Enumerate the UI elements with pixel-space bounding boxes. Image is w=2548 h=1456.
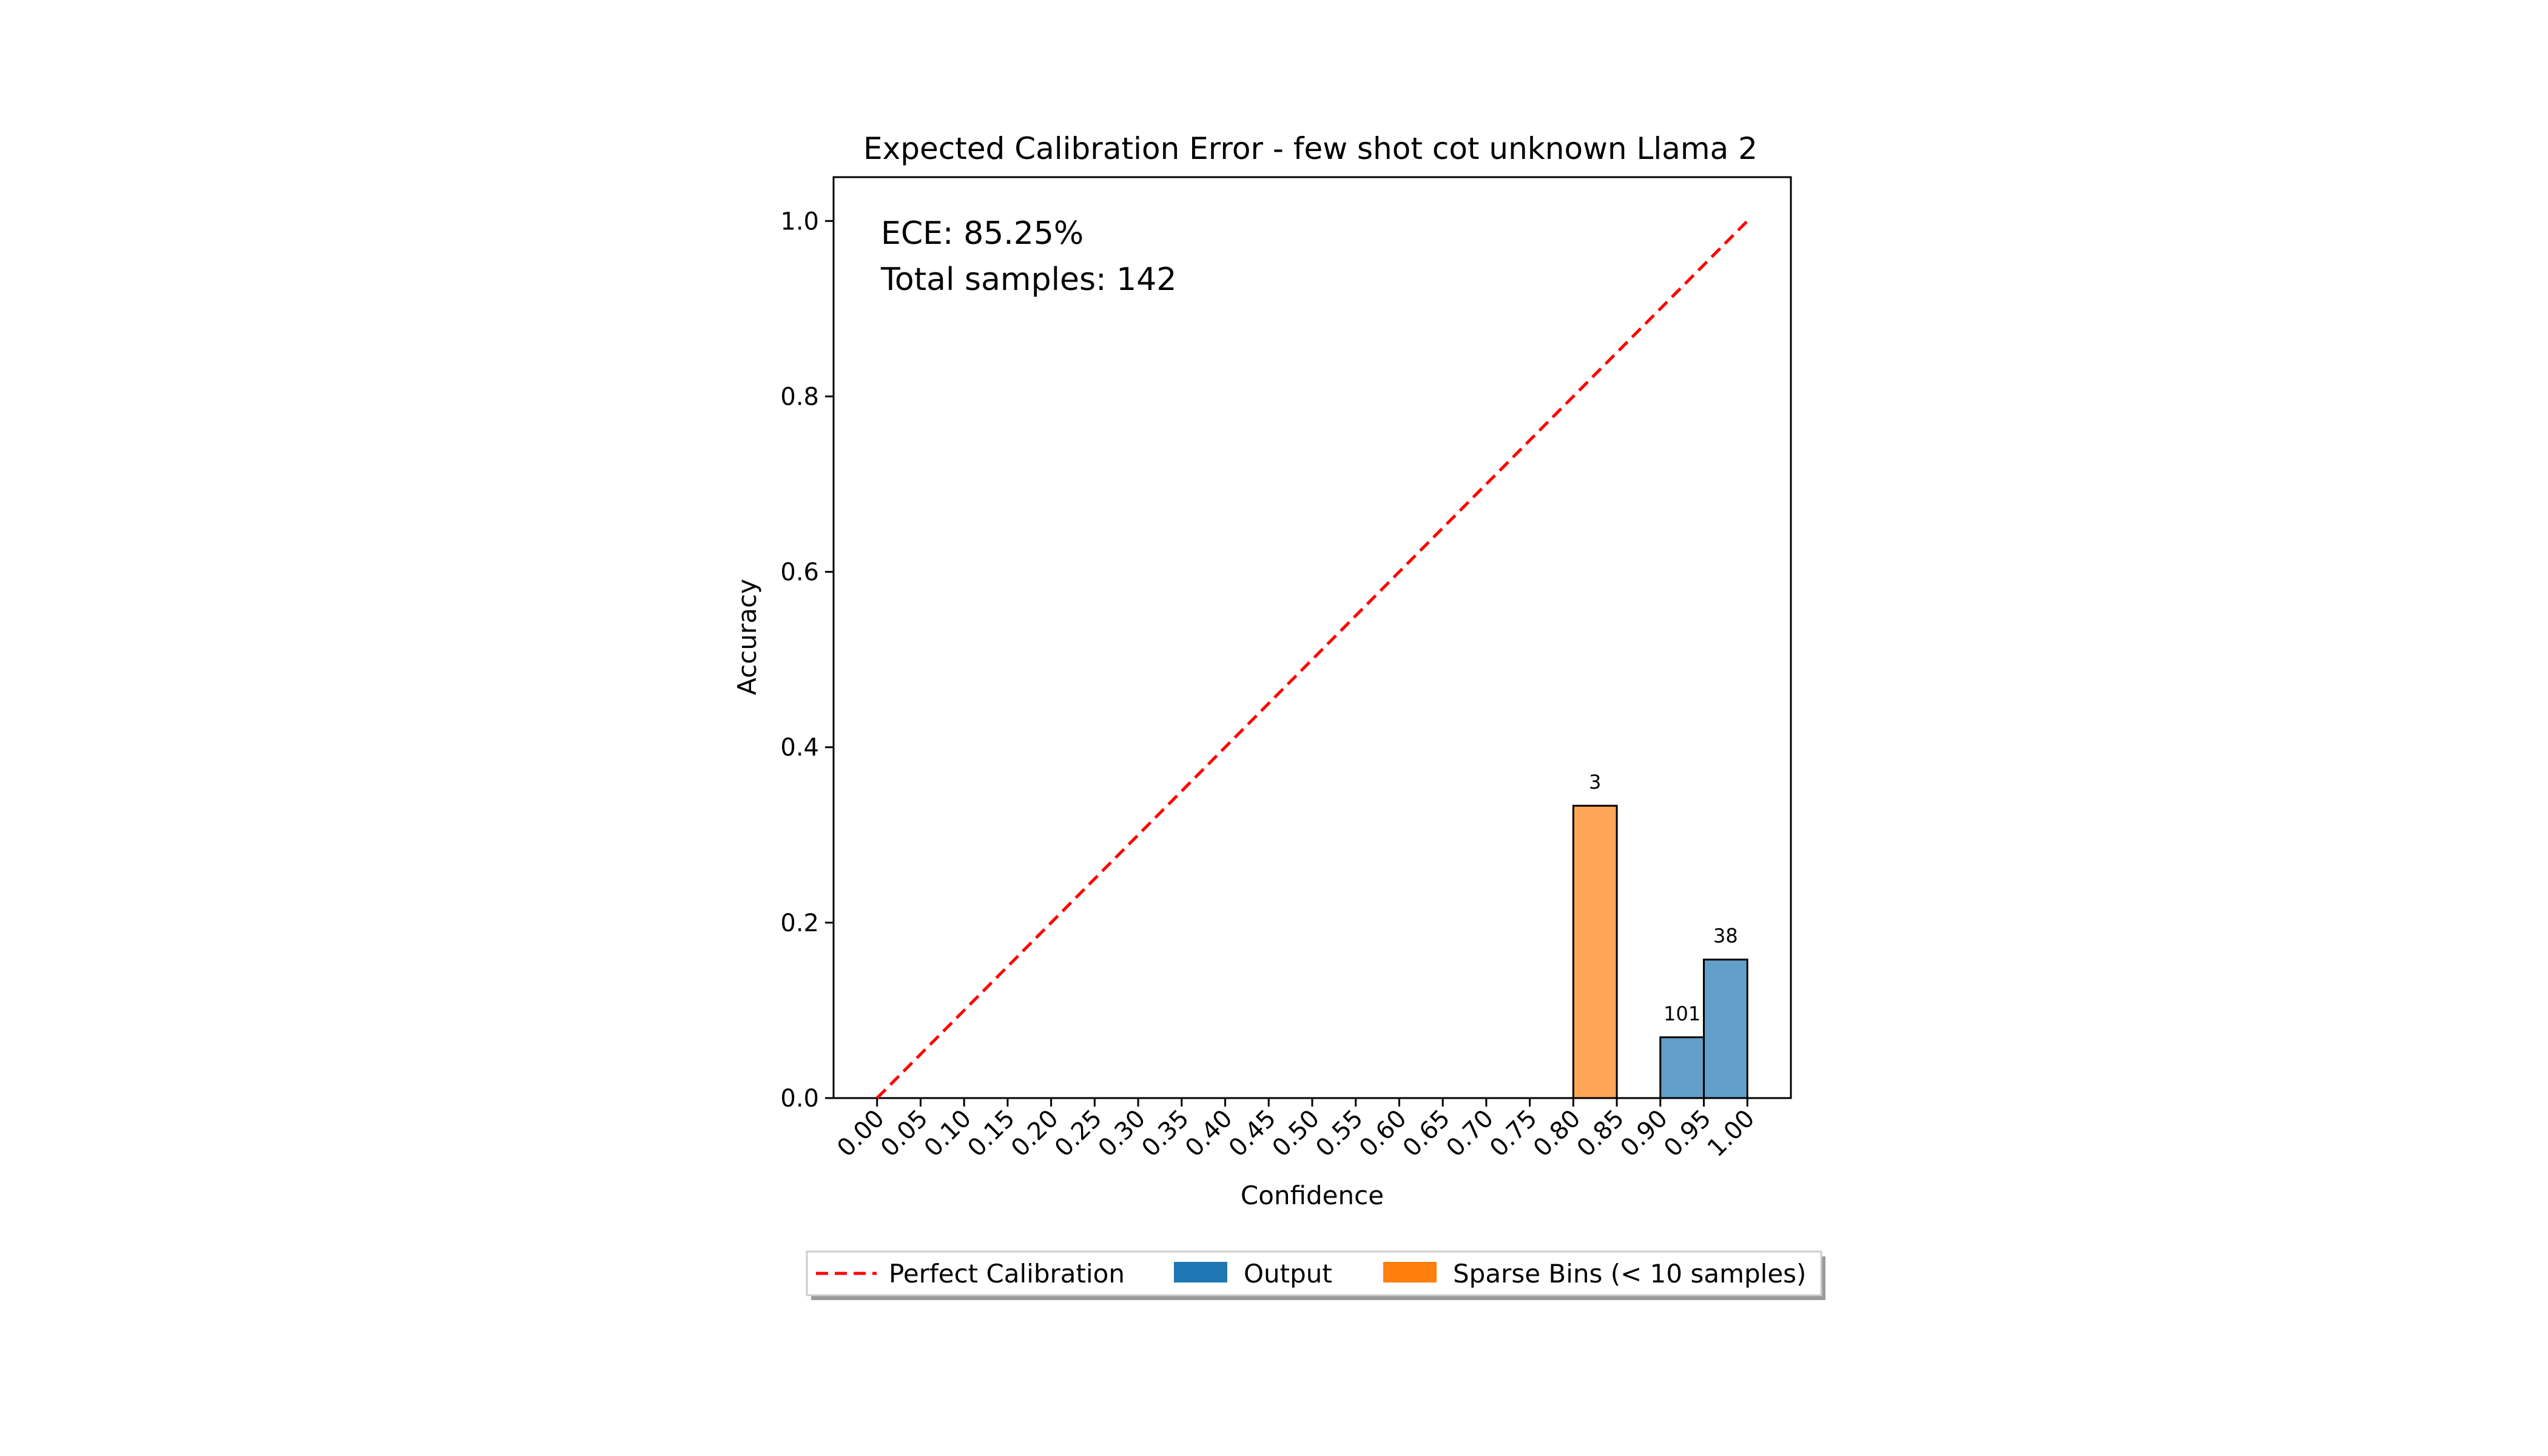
axes-frame (832, 176, 1792, 1099)
legend-label-perfect-calibration: Perfect Calibration (889, 1259, 1125, 1289)
x-axis-label: Confidence (1241, 1181, 1384, 1210)
y-tick-label: 1.0 (780, 207, 819, 235)
y-axis-ticks: 0.0 0.2 0.4 0.6 0.8 1.0 (780, 207, 834, 1113)
bar-output-0 (1659, 1036, 1705, 1099)
ece-annotation: ECE: 85.25% (881, 215, 1084, 252)
bar-output-1 (1703, 959, 1748, 1099)
total-samples-annotation: Total samples: 142 (880, 261, 1176, 298)
bar-count-label: 3 (1589, 770, 1601, 794)
y-tick-label: 0.8 (780, 383, 819, 411)
y-axis-label: Accuracy (732, 579, 762, 695)
legend: Perfect Calibration Output Sparse Bins (… (806, 1250, 1825, 1300)
chart-title: Expected Calibration Error - few shot co… (863, 131, 1758, 166)
y-tick-label: 0.6 (780, 559, 819, 587)
y-tick-label: 0.4 (780, 734, 819, 762)
bar-count-label: 38 (1713, 925, 1738, 948)
legend-label-output: Output (1244, 1259, 1332, 1289)
legend-output-swatch (1174, 1262, 1227, 1282)
legend-sparse-swatch (1383, 1262, 1437, 1282)
legend-label-sparse-bins: Sparse Bins (< 10 samples) (1453, 1259, 1806, 1289)
legend-box (806, 1250, 1822, 1296)
bar-count-label: 101 (1663, 1002, 1700, 1025)
count-labels-group: 101 38 3 (1589, 770, 1738, 1025)
bars-group (1572, 804, 1748, 1099)
bar-sparse-bins-10-samples-0 (1572, 804, 1618, 1099)
y-tick-label: 0.2 (780, 909, 819, 937)
y-tick-label: 0.0 (780, 1085, 819, 1113)
